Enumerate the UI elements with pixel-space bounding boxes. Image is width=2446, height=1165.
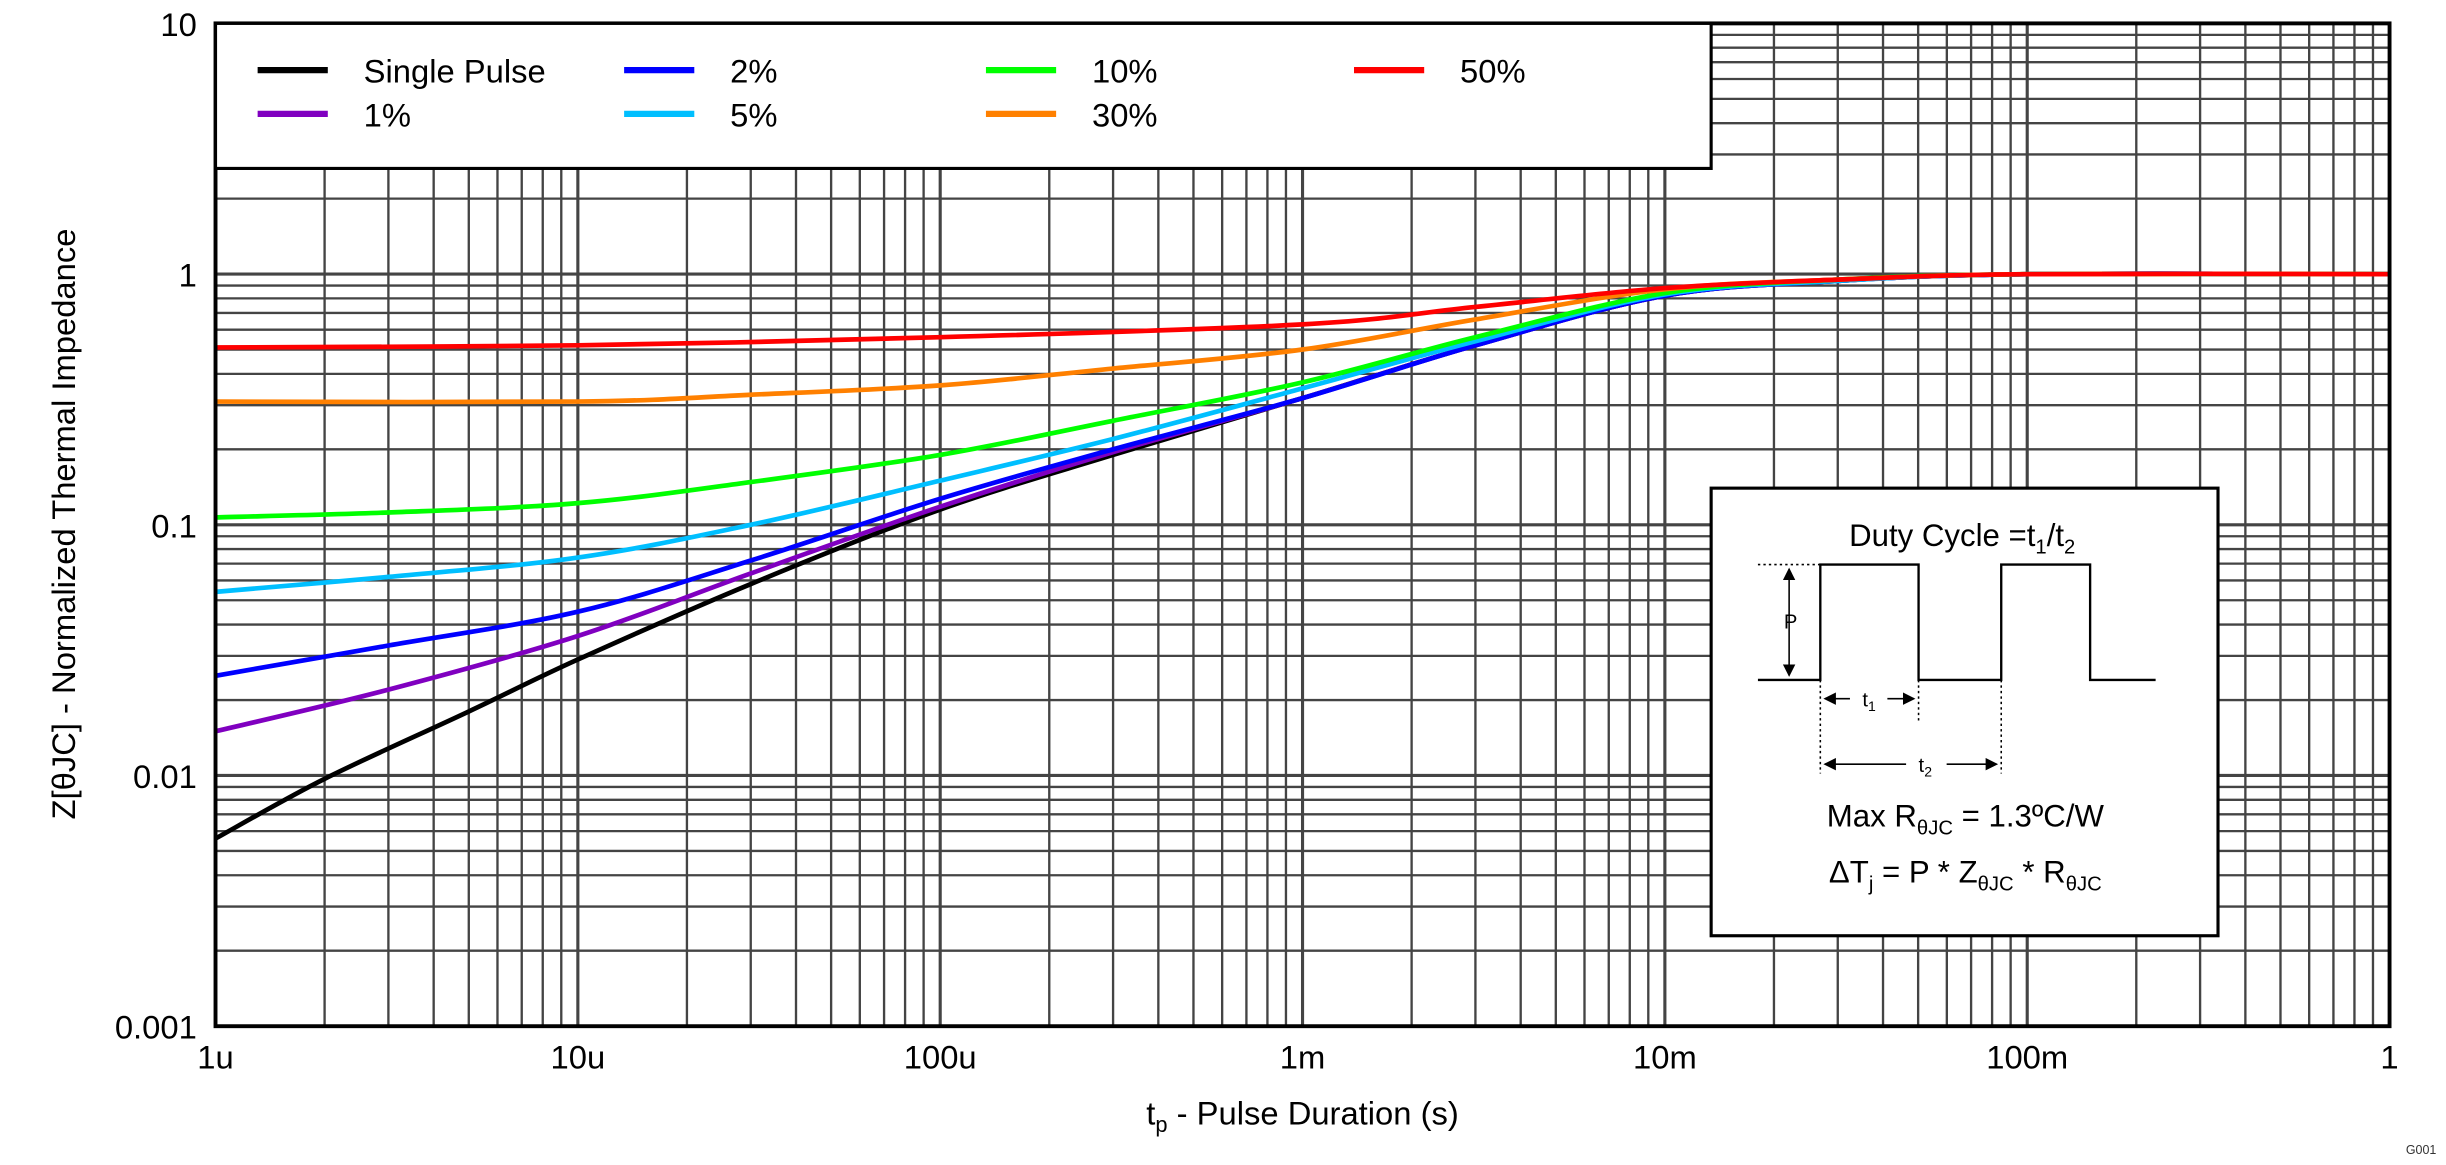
x-tick-label: 10u (551, 1038, 606, 1075)
figure-id: G001 (2406, 1143, 2437, 1157)
y-tick-label: 0.1 (151, 507, 197, 544)
t1-label: t1 (1862, 689, 1876, 714)
y-tick-label: 0.01 (133, 758, 197, 795)
t2-label: t2 (1919, 755, 1933, 780)
curves (214, 271, 2390, 841)
x-tick-label: 100u (904, 1038, 977, 1075)
legend-label: 2% (730, 53, 777, 90)
legend-label: 1% (364, 96, 411, 133)
x-tick-labels: 1u 10u 100u 1m 10m 100m 1 (197, 1038, 2398, 1075)
y-tick-label: 1 (179, 257, 197, 294)
y-tick-label: 10 (160, 6, 196, 43)
legend-label: 50% (1460, 53, 1526, 90)
x-tick-label: 1 (2380, 1038, 2398, 1075)
y-tick-labels: 10 1 0.1 0.01 0.001 (115, 6, 197, 1046)
legend: Single Pulse 2% 10% 50% 1% 5% 30% (213, 21, 1713, 170)
p-label: P (1784, 612, 1798, 634)
duty-cycle-label: Duty Cycle =t1/t2 (1849, 518, 2075, 559)
pulse-waveform (1757, 563, 2156, 682)
series-line-50- (215, 271, 2390, 350)
y-tick-label: 0.001 (115, 1009, 197, 1046)
legend-label: Single Pulse (364, 53, 546, 90)
legend-label: 30% (1092, 96, 1158, 133)
max-r-label: Max RθJC = 1.3ºC/W (1827, 799, 2105, 840)
legend-label: 5% (730, 96, 777, 133)
x-tick-label: 100m (1986, 1038, 2068, 1075)
x-tick-label: 1m (1280, 1038, 1326, 1075)
x-tick-label: 10m (1633, 1038, 1697, 1075)
delta-tj-formula: ΔTj = P * ZθJC * RθJC (1829, 855, 2102, 896)
duty-cycle-inset: Duty Cycle =t1/t2 P t1 t2 Max RθJC = 1.3… (1709, 486, 2220, 938)
x-axis-label: tp - Pulse Duration (s) (1146, 1094, 1458, 1137)
inset-box (1709, 486, 2220, 938)
y-axis-label: Z[θJC] - Normalized Thermal Impedance (45, 229, 82, 820)
x-tick-label: 1u (197, 1038, 233, 1075)
legend-box (213, 21, 1713, 170)
legend-label: 10% (1092, 53, 1158, 90)
